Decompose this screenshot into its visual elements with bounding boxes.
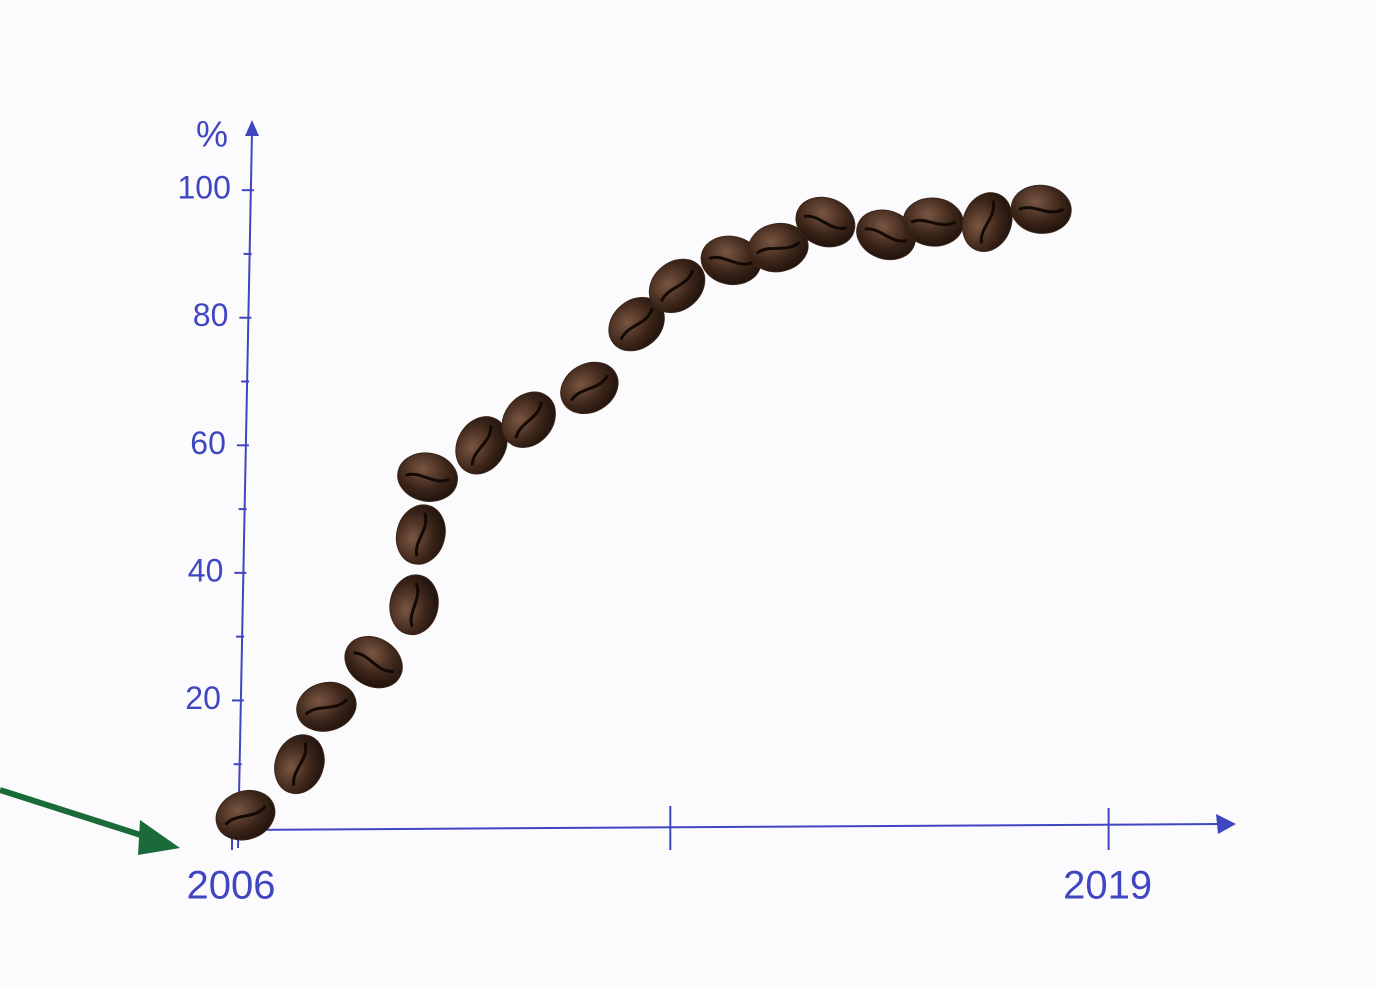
bean <box>389 574 439 636</box>
bean <box>560 361 619 415</box>
bean <box>795 196 856 248</box>
arrow-head <box>138 820 180 855</box>
x-tick-label: 2006 <box>187 864 276 908</box>
bean-crease <box>405 472 451 483</box>
y-tick-label: 40 <box>188 552 224 588</box>
bean-crease <box>979 200 996 244</box>
bean <box>274 734 325 795</box>
bean <box>856 209 916 261</box>
x-axis-arrow <box>1216 814 1236 834</box>
y-axis <box>237 131 253 849</box>
bean-crease <box>803 214 848 230</box>
bean-crease <box>660 269 695 303</box>
bean-crease <box>409 582 420 628</box>
bean <box>1010 184 1072 234</box>
bean <box>397 452 458 502</box>
y-tick-label: 60 <box>190 425 226 461</box>
bean-crease <box>353 651 394 673</box>
x-axis <box>226 823 1221 831</box>
bean-crease <box>570 374 609 402</box>
bean <box>648 258 706 313</box>
bean-crease <box>910 218 957 227</box>
annotation-arrow <box>0 787 180 855</box>
bean-crease <box>470 425 493 466</box>
bean <box>215 789 276 841</box>
bean-crease <box>224 804 267 826</box>
bean-crease <box>708 255 754 266</box>
x-tick-label: 2019 <box>1063 864 1152 908</box>
arrow-shaft <box>0 787 151 841</box>
bean-crease <box>304 698 349 716</box>
bean <box>395 504 446 565</box>
bean <box>296 681 357 732</box>
bean <box>455 416 508 475</box>
bean-crease <box>292 742 308 786</box>
bean <box>961 192 1013 252</box>
y-axis-label: % <box>196 114 228 155</box>
y-tick-label: 20 <box>185 680 221 716</box>
bean-crease <box>1018 206 1065 214</box>
bean-crease <box>619 307 654 341</box>
bean-crease <box>514 401 543 439</box>
bean <box>344 636 403 689</box>
bean-crease <box>414 512 428 557</box>
bean <box>902 197 964 247</box>
y-tick-label: 80 <box>193 297 229 333</box>
bean <box>747 222 809 273</box>
bean <box>608 296 665 352</box>
bean <box>501 391 556 448</box>
y-tick-label: 100 <box>177 170 230 206</box>
bean-crease <box>864 227 908 243</box>
y-axis-arrow <box>245 120 259 136</box>
bean-crease <box>755 240 801 255</box>
